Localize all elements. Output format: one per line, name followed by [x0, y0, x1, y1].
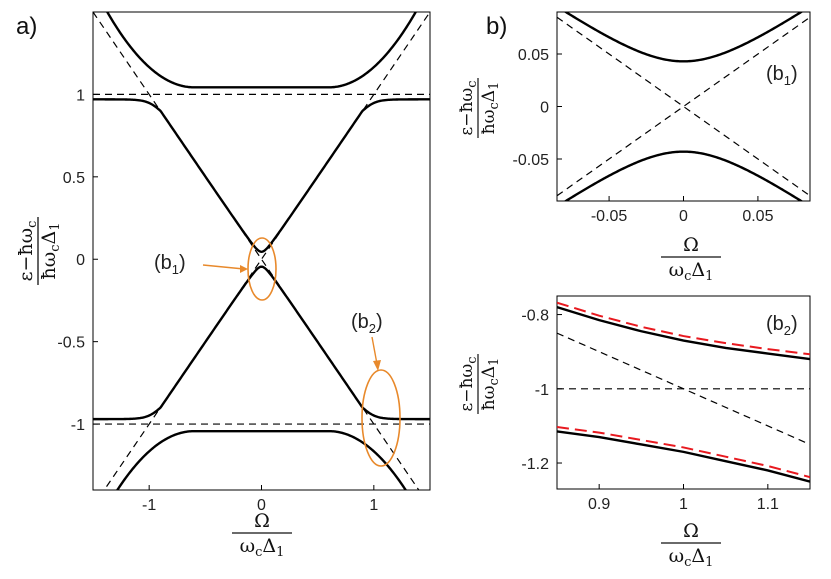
xtick-label-a-1: 0 — [257, 497, 266, 514]
panel-label-a: a) — [16, 13, 37, 40]
xtick-label-a-0: -1 — [142, 497, 156, 514]
x-label-b1-numerator: Ω — [683, 234, 699, 256]
series-b2-3 — [557, 426, 810, 479]
xtick-label-b1-1: 0 — [679, 208, 688, 225]
ytick-label-b1-2: -0.05 — [513, 152, 550, 169]
series-b2-1 — [557, 430, 810, 483]
ytick-label-b2-2: -1.2 — [521, 456, 549, 473]
callout-b1: (b1) — [154, 252, 186, 277]
xtick-label-b1-2: 0.05 — [742, 208, 773, 225]
callout-b2: (b2) — [351, 311, 383, 336]
xtick-label-b2-1: 1 — [679, 496, 688, 513]
series-layer-a — [93, 12, 430, 490]
x-label-b2-numerator: Ω — [683, 520, 699, 542]
series-a-0 — [105, 12, 418, 89]
y-axis-label-b2: ε−ħωc ħωcΔ1 — [457, 354, 502, 414]
panel-tag-b2: (b2) — [766, 313, 798, 338]
x-label-b1-denominator: ωcΔ1 — [669, 259, 714, 284]
ytick-label-b1-0: 0.05 — [518, 47, 549, 64]
series-a-1 — [93, 98, 430, 254]
series-layer-b1 — [557, 12, 810, 201]
series-b1-0 — [563, 12, 804, 63]
series-layer-b2 — [557, 301, 810, 483]
ytick-label-a-3: -0.5 — [57, 335, 85, 352]
panel-label-b: b) — [486, 13, 507, 40]
ytick-label-a-0: 1 — [76, 87, 85, 104]
y-label-b1-numerator: ε−ħωc — [457, 80, 480, 135]
ytick-label-b2-0: -0.8 — [521, 308, 549, 325]
x-label-a-numerator: Ω — [254, 510, 270, 532]
y-axis-label-a: ε−ħωc ħωcΔ1 — [15, 217, 63, 285]
series-a-6 — [93, 12, 420, 490]
series-a-3 — [115, 429, 408, 490]
series-b1-2 — [557, 16, 810, 197]
arrow-b2-head — [373, 360, 381, 371]
series-b2-0 — [557, 305, 810, 361]
y-label-b2-denominator: ħωcΔ1 — [479, 358, 502, 411]
x-axis-label-a: Ω ωcΔ1 — [232, 510, 292, 560]
tick-layer: -1 0 1 1 0.5 0 -0.5 -1 -0.05 0 0.05 0.05 0 -0.05 0.9 1 1… — [57, 47, 779, 514]
ytick-label-b1-1: 0 — [540, 100, 549, 117]
series-b1-3 — [557, 16, 810, 197]
highlight-ellipse-b2 — [361, 369, 401, 467]
xtick-label-b2-0: 0.9 — [588, 496, 610, 513]
arrow-b2-line — [371, 336, 378, 365]
x-label-a-denominator: ωcΔ1 — [240, 535, 285, 560]
series-b1-1 — [563, 150, 804, 201]
ytick-label-a-4: -1 — [71, 417, 85, 434]
arrow-b1-head — [240, 265, 248, 273]
arrow-b1-line — [202, 264, 245, 270]
y-axis-label-b1: ε−ħωc ħωcΔ1 — [457, 78, 502, 138]
ytick-label-b2-1: -1 — [535, 382, 549, 399]
highlight-ellipse-b1 — [247, 237, 277, 301]
xtick-label-b1-0: -0.05 — [591, 208, 628, 225]
x-axis-label-b1: Ω ωcΔ1 — [661, 234, 721, 284]
series-b2-2 — [557, 301, 810, 356]
series-a-2 — [93, 265, 430, 421]
x-axis-label-b2: Ω ωcΔ1 — [661, 520, 721, 570]
ytick-label-a-2: 0 — [76, 252, 85, 269]
plot-frame-b1 — [556, 11, 811, 202]
y-label-a-denominator: ħωcΔ1 — [38, 222, 63, 279]
x-label-b2-denominator: ωcΔ1 — [669, 545, 714, 570]
y-label-b1-denominator: ħωcΔ1 — [479, 82, 502, 135]
xtick-label-a-2: 1 — [369, 497, 378, 514]
ytick-label-a-1: 0.5 — [63, 170, 85, 187]
panel-tag-b1: (b1) — [766, 63, 798, 88]
series-a-7 — [103, 12, 430, 490]
y-label-a-numerator: ε−ħωc — [15, 221, 40, 282]
y-label-b2-numerator: ε−ħωc — [457, 356, 480, 411]
xtick-label-b2-2: 1.1 — [757, 496, 779, 513]
